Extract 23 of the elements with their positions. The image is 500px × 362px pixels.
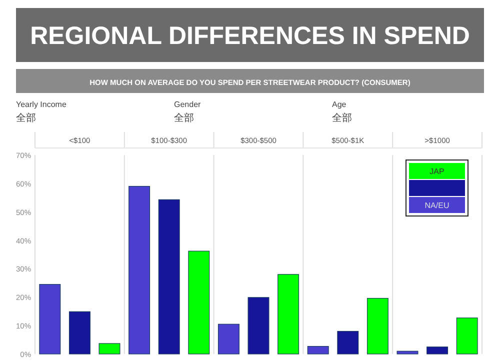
text: 全部 <box>174 112 194 124</box>
bar <box>128 186 150 354</box>
bar <box>39 284 61 354</box>
bar <box>456 318 478 354</box>
text: 全部 <box>16 112 36 124</box>
bar <box>396 350 418 354</box>
text: Yearly Income <box>16 100 67 109</box>
bar <box>188 250 210 354</box>
bar <box>278 274 300 354</box>
bar <box>366 298 388 354</box>
bar <box>337 330 359 354</box>
bar <box>218 324 240 354</box>
bar <box>307 346 329 354</box>
bar <box>426 346 448 354</box>
chart-title: REGIONAL DIFFERENCES IN SPEND <box>30 22 470 50</box>
bar <box>248 297 270 354</box>
text: 全部 <box>332 112 352 124</box>
text: Age <box>332 100 347 109</box>
bar <box>68 311 90 354</box>
bar <box>98 343 120 354</box>
text: Gender <box>174 100 202 109</box>
bar <box>158 199 180 354</box>
legend: JAP NA/EU <box>406 160 468 216</box>
